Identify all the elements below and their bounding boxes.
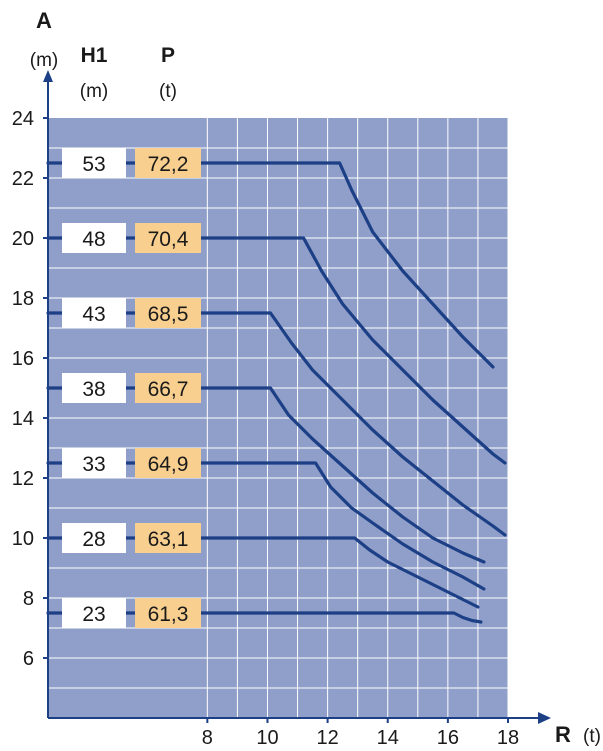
x-axis-unit: (t) (583, 726, 601, 747)
h1-value: 53 (82, 153, 105, 176)
p-box (135, 223, 201, 253)
p-box (135, 448, 201, 478)
x-tick-label: 10 (256, 727, 278, 749)
h1-header: H1 (81, 44, 108, 67)
x-tick-label: 18 (497, 727, 519, 749)
h1-value: 28 (82, 528, 105, 551)
h1-unit: (m) (80, 81, 108, 102)
h1-value: 43 (82, 303, 105, 326)
p-value: 72,2 (148, 153, 189, 176)
h1-box (62, 148, 126, 178)
y-tick-label: 12 (12, 468, 34, 490)
h1-box (62, 598, 126, 628)
y-axis-title: A (36, 8, 52, 33)
p-value: 61,3 (148, 603, 189, 626)
p-value: 70,4 (148, 228, 189, 251)
y-tick-label: 24 (12, 108, 34, 130)
p-value: 66,7 (148, 378, 189, 401)
p-value: 64,9 (148, 453, 189, 476)
load-curve-53 (46, 161, 495, 369)
p-box (135, 298, 201, 328)
y-tick-label: 18 (12, 288, 34, 310)
p-value: 68,5 (148, 303, 189, 326)
y-tick-label: 22 (12, 168, 34, 190)
h1-box (62, 223, 126, 253)
h1-box (62, 523, 126, 553)
y-axis-unit: (m) (30, 50, 58, 71)
row-labels: 53 72,2 48 70,4 43 68,5 38 66,7 33 64,9 28 63,1 23 61… (62, 148, 201, 628)
y-axis-arrow (43, 70, 53, 82)
p-box (135, 373, 201, 403)
h1-box (62, 298, 126, 328)
x-tick-label: 16 (437, 727, 459, 749)
h1-value: 38 (82, 378, 105, 401)
load-curve-38 (46, 386, 486, 564)
p-unit: (t) (159, 81, 177, 102)
x-tick-label: 8 (202, 727, 213, 749)
p-box (135, 148, 201, 178)
x-tick-label: 12 (316, 727, 338, 749)
p-header: P (161, 44, 175, 67)
p-value: 63,1 (148, 528, 189, 551)
tick-labels: 6 8 10 12 14 16 18 20 22 24 8 10 12 14 16 18 (12, 108, 519, 749)
load-curve-33 (46, 461, 486, 591)
load-curve-23 (46, 611, 483, 624)
x-axis-title: R (555, 722, 571, 747)
y-tick-label: 8 (23, 588, 34, 610)
load-curve-48 (46, 236, 507, 465)
y-tick-label: 20 (12, 228, 34, 250)
x-tick-label: 14 (377, 727, 399, 749)
p-box (135, 523, 201, 553)
axes (43, 70, 551, 724)
load-curve-28 (46, 536, 480, 609)
grid-lines (48, 118, 509, 718)
h1-value: 23 (82, 603, 105, 626)
p-box (135, 598, 201, 628)
h1-box (62, 448, 126, 478)
h1-box (62, 373, 126, 403)
load-curve-43 (46, 311, 507, 537)
x-axis-arrow (538, 712, 551, 724)
y-tick-label: 14 (12, 408, 34, 430)
load-curves (46, 161, 507, 624)
y-tick-label: 10 (12, 528, 34, 550)
y-tick-label: 6 (23, 648, 34, 670)
y-tick-label: 16 (12, 348, 34, 370)
h1-value: 33 (82, 453, 105, 476)
h1-value: 48 (82, 228, 105, 251)
